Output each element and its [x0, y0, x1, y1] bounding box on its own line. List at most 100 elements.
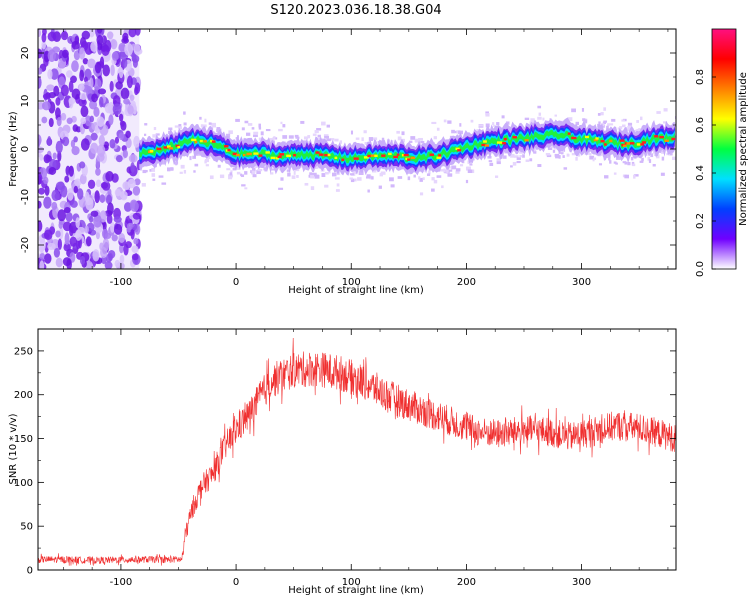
speckle: [571, 108, 576, 113]
ridge-peak: [253, 152, 259, 155]
noise-blob: [79, 161, 86, 169]
speckle: [349, 177, 354, 180]
noise-blob: [103, 141, 110, 149]
ridge-peak: [496, 141, 503, 144]
speckle: [448, 166, 451, 169]
speckle: [235, 118, 240, 122]
spectrogram-x-axis-label: Height of straight line (km): [288, 285, 424, 296]
noise-blob: [118, 132, 125, 141]
noise-blob: [113, 216, 122, 223]
noise-blob: [96, 116, 105, 127]
noise-blob: [38, 220, 43, 232]
speckle: [443, 168, 446, 173]
speckle: [180, 164, 185, 169]
noise-blob: [112, 103, 122, 115]
noise-blob: [75, 229, 82, 241]
speckle: [529, 158, 533, 162]
noise-blob: [131, 245, 139, 254]
speckle: [600, 112, 604, 116]
noise-blob: [81, 30, 91, 40]
speckle: [252, 134, 258, 138]
speckle: [381, 137, 385, 141]
speckle: [244, 171, 248, 175]
speckle: [533, 147, 536, 152]
speckle: [363, 130, 367, 134]
speckle: [647, 157, 651, 161]
speckle: [494, 175, 499, 178]
speckle: [389, 177, 394, 182]
speckle: [269, 138, 274, 142]
speckle: [575, 121, 579, 126]
noise-blob: [118, 233, 126, 243]
ridge-peak: [403, 153, 409, 157]
noise-blob: [100, 246, 108, 259]
speckle: [158, 175, 164, 178]
noise-blob: [38, 29, 42, 38]
noise-blob: [69, 225, 74, 237]
noise-blob: [126, 222, 133, 231]
speckle: [173, 130, 176, 134]
speckle: [533, 150, 537, 154]
ridge-peak: [410, 156, 416, 160]
noise-blob: [57, 238, 62, 250]
speckle: [352, 170, 357, 175]
noise-blob: [55, 97, 61, 106]
ridge-peak: [367, 154, 371, 158]
noise-blob: [61, 49, 69, 59]
speckle: [454, 130, 457, 134]
speckle: [485, 123, 490, 128]
speckle: [183, 169, 187, 174]
speckle: [300, 164, 304, 168]
speckle: [216, 128, 219, 133]
speckle: [271, 168, 276, 171]
speckle: [674, 137, 676, 142]
speckle: [608, 157, 611, 161]
speckle: [307, 135, 311, 139]
speckle: [476, 129, 480, 132]
speckle: [144, 123, 148, 126]
noise-blob: [38, 245, 45, 253]
speckle: [336, 183, 340, 187]
noise-blob: [124, 43, 134, 56]
noise-blob: [74, 178, 82, 186]
speckle: [335, 189, 340, 192]
ridge-peak: [502, 142, 507, 145]
noise-blob: [66, 117, 73, 125]
noise-blob: [71, 88, 81, 100]
speckle: [168, 127, 173, 131]
speckle: [312, 172, 317, 177]
noise-blob: [95, 179, 102, 188]
ridge-peak: [242, 153, 246, 157]
noise-blob: [52, 152, 57, 160]
speckle: [371, 176, 374, 180]
speckle: [293, 170, 296, 175]
noise-blob: [63, 207, 71, 214]
speckle: [510, 165, 513, 168]
speckle: [446, 168, 449, 172]
ridge-peak: [600, 139, 605, 143]
speckle: [436, 175, 442, 178]
speckle: [465, 179, 469, 184]
speckle: [613, 172, 617, 175]
speckle: [648, 159, 652, 163]
noise-blob: [115, 81, 123, 90]
figure-title: S120.2023.036.18.38.G04: [270, 3, 441, 18]
noise-blob: [115, 154, 123, 163]
speckle: [334, 138, 339, 142]
speckle: [622, 161, 627, 164]
noise-blob: [123, 35, 128, 43]
ridge-peak: [227, 148, 231, 152]
speckle: [467, 169, 473, 174]
speckle: [537, 164, 542, 168]
speckle: [217, 164, 221, 168]
colorbar-tick-label: 0.6: [695, 117, 706, 133]
noise-blob: [98, 96, 104, 108]
speckle: [553, 147, 558, 150]
speckle: [295, 136, 300, 139]
speckle: [175, 161, 178, 166]
speckle: [228, 175, 233, 180]
noise-blob: [118, 42, 126, 52]
speckle: [183, 111, 186, 115]
speckle: [674, 123, 676, 128]
speckle: [627, 162, 631, 166]
